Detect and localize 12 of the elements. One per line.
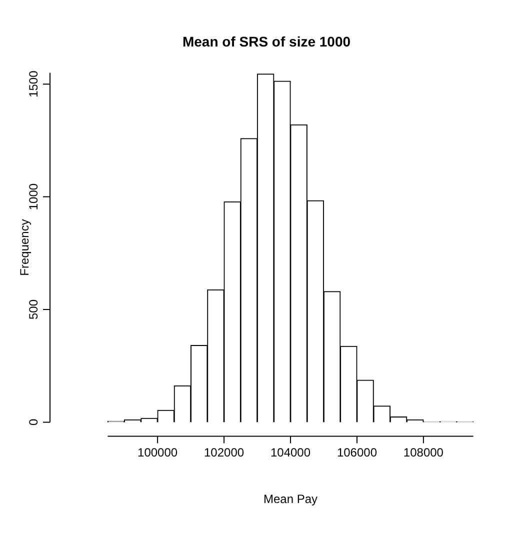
x-axis-title: Mean Pay <box>263 492 318 506</box>
x-tick-label: 104000 <box>270 446 311 460</box>
x-tick-label: 108000 <box>403 446 444 460</box>
x-tick-label: 100000 <box>138 446 178 460</box>
x-tick-label: 102000 <box>204 446 244 460</box>
y-tick-label: 500 <box>26 299 40 320</box>
y-tick-label: 1500 <box>26 70 40 98</box>
y-tick-label: 0 <box>26 418 40 426</box>
x-tick-label: 106000 <box>336 446 378 460</box>
y-axis-title: Frequency <box>18 219 32 276</box>
chart-title: Mean of SRS of size 1000 <box>182 33 351 50</box>
y-tick-label: 1000 <box>26 183 40 210</box>
